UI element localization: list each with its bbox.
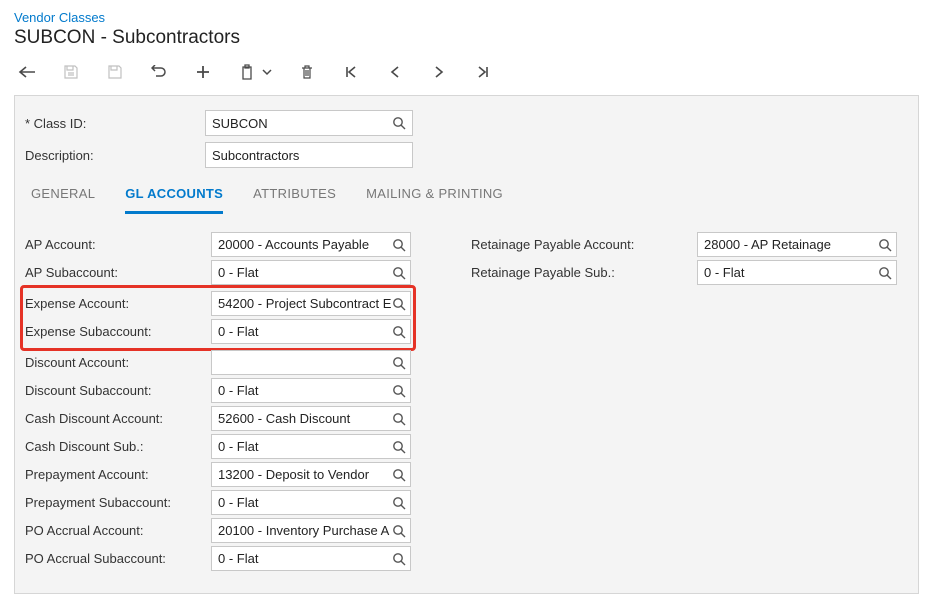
ap-account-value: 20000 - Accounts Payable — [218, 237, 392, 252]
prepayment-account-value: 13200 - Deposit to Vendor — [218, 467, 392, 482]
description-input[interactable]: Subcontractors — [205, 142, 413, 168]
search-icon[interactable] — [392, 297, 406, 311]
po-accrual-sub-label: PO Accrual Subaccount: — [25, 551, 211, 566]
undo-icon[interactable] — [150, 63, 168, 81]
search-icon[interactable] — [392, 552, 406, 566]
po-accrual-account-input[interactable]: 20100 - Inventory Purchase A — [211, 518, 411, 543]
clipboard-icon[interactable] — [238, 63, 256, 81]
last-icon[interactable] — [474, 63, 492, 81]
chevron-down-icon[interactable] — [262, 63, 272, 81]
prepayment-sub-value: 0 - Flat — [218, 495, 392, 510]
cash-discount-sub-label: Cash Discount Sub.: — [25, 439, 211, 454]
retainage-payable-sub-label: Retainage Payable Sub.: — [471, 265, 697, 280]
description-label: Description: — [25, 148, 205, 163]
save-icon — [106, 63, 124, 81]
prepayment-account-input[interactable]: 13200 - Deposit to Vendor — [211, 462, 411, 487]
prepayment-sub-input[interactable]: 0 - Flat — [211, 490, 411, 515]
search-icon[interactable] — [392, 325, 406, 339]
delete-icon[interactable] — [298, 63, 316, 81]
ap-account-input[interactable]: 20000 - Accounts Payable — [211, 232, 411, 257]
class-id-label: Class ID: — [25, 116, 205, 131]
discount-sub-label: Discount Subaccount: — [25, 383, 211, 398]
form-panel: Class ID: SUBCON Description: Subcontrac… — [14, 95, 919, 594]
po-accrual-account-label: PO Accrual Account: — [25, 523, 211, 538]
discount-sub-input[interactable]: 0 - Flat — [211, 378, 411, 403]
search-icon[interactable] — [392, 238, 406, 252]
search-icon[interactable] — [392, 356, 406, 370]
expense-sub-label: Expense Subaccount: — [25, 324, 211, 339]
retainage-payable-account-label: Retainage Payable Account: — [471, 237, 697, 252]
class-id-input[interactable]: SUBCON — [205, 110, 413, 136]
tabs: GENERAL GL ACCOUNTS ATTRIBUTES MAILING &… — [25, 178, 908, 215]
ap-account-label: AP Account: — [25, 237, 211, 252]
prepayment-sub-label: Prepayment Subaccount: — [25, 495, 211, 510]
retainage-payable-sub-value: 0 - Flat — [704, 265, 878, 280]
tab-mailing[interactable]: MAILING & PRINTING — [366, 178, 503, 214]
back-icon[interactable] — [18, 63, 36, 81]
breadcrumb[interactable]: Vendor Classes — [14, 10, 919, 25]
ap-sub-input[interactable]: 0 - Flat — [211, 260, 411, 285]
expense-sub-value: 0 - Flat — [218, 324, 392, 339]
po-accrual-sub-value: 0 - Flat — [218, 551, 392, 566]
tab-gl-accounts[interactable]: GL ACCOUNTS — [125, 178, 223, 214]
prepayment-account-label: Prepayment Account: — [25, 467, 211, 482]
po-accrual-account-value: 20100 - Inventory Purchase A — [218, 523, 392, 538]
search-icon[interactable] — [392, 468, 406, 482]
expense-account-value: 54200 - Project Subcontract E — [218, 296, 392, 311]
page-title: SUBCON - Subcontractors — [14, 27, 919, 49]
expense-highlight: Expense Account: 54200 - Project Subcont… — [20, 285, 416, 351]
ap-sub-value: 0 - Flat — [218, 265, 392, 280]
search-icon[interactable] — [878, 238, 892, 252]
tab-general[interactable]: GENERAL — [31, 178, 95, 214]
first-icon[interactable] — [342, 63, 360, 81]
description-value: Subcontractors — [212, 148, 406, 163]
cash-discount-account-input[interactable]: 52600 - Cash Discount — [211, 406, 411, 431]
search-icon[interactable] — [392, 116, 406, 130]
cash-discount-account-label: Cash Discount Account: — [25, 411, 211, 426]
search-icon[interactable] — [878, 266, 892, 280]
search-icon[interactable] — [392, 266, 406, 280]
search-icon[interactable] — [392, 440, 406, 454]
discount-sub-value: 0 - Flat — [218, 383, 392, 398]
ap-sub-label: AP Subaccount: — [25, 265, 211, 280]
cash-discount-sub-value: 0 - Flat — [218, 439, 392, 454]
expense-account-label: Expense Account: — [25, 296, 211, 311]
cash-discount-sub-input[interactable]: 0 - Flat — [211, 434, 411, 459]
class-id-value: SUBCON — [212, 116, 392, 131]
retainage-payable-sub-input[interactable]: 0 - Flat — [697, 260, 897, 285]
prev-icon[interactable] — [386, 63, 404, 81]
retainage-payable-account-input[interactable]: 28000 - AP Retainage — [697, 232, 897, 257]
tab-attributes[interactable]: ATTRIBUTES — [253, 178, 336, 214]
expense-account-input[interactable]: 54200 - Project Subcontract E — [211, 291, 411, 316]
retainage-payable-account-value: 28000 - AP Retainage — [704, 237, 878, 252]
discount-account-label: Discount Account: — [25, 355, 211, 370]
search-icon[interactable] — [392, 384, 406, 398]
po-accrual-sub-input[interactable]: 0 - Flat — [211, 546, 411, 571]
search-icon[interactable] — [392, 496, 406, 510]
toolbar — [14, 63, 919, 81]
save-close-icon — [62, 63, 80, 81]
expense-sub-input[interactable]: 0 - Flat — [211, 319, 411, 344]
search-icon[interactable] — [392, 412, 406, 426]
add-icon[interactable] — [194, 63, 212, 81]
next-icon[interactable] — [430, 63, 448, 81]
discount-account-input[interactable] — [211, 350, 411, 375]
cash-discount-account-value: 52600 - Cash Discount — [218, 411, 392, 426]
search-icon[interactable] — [392, 524, 406, 538]
